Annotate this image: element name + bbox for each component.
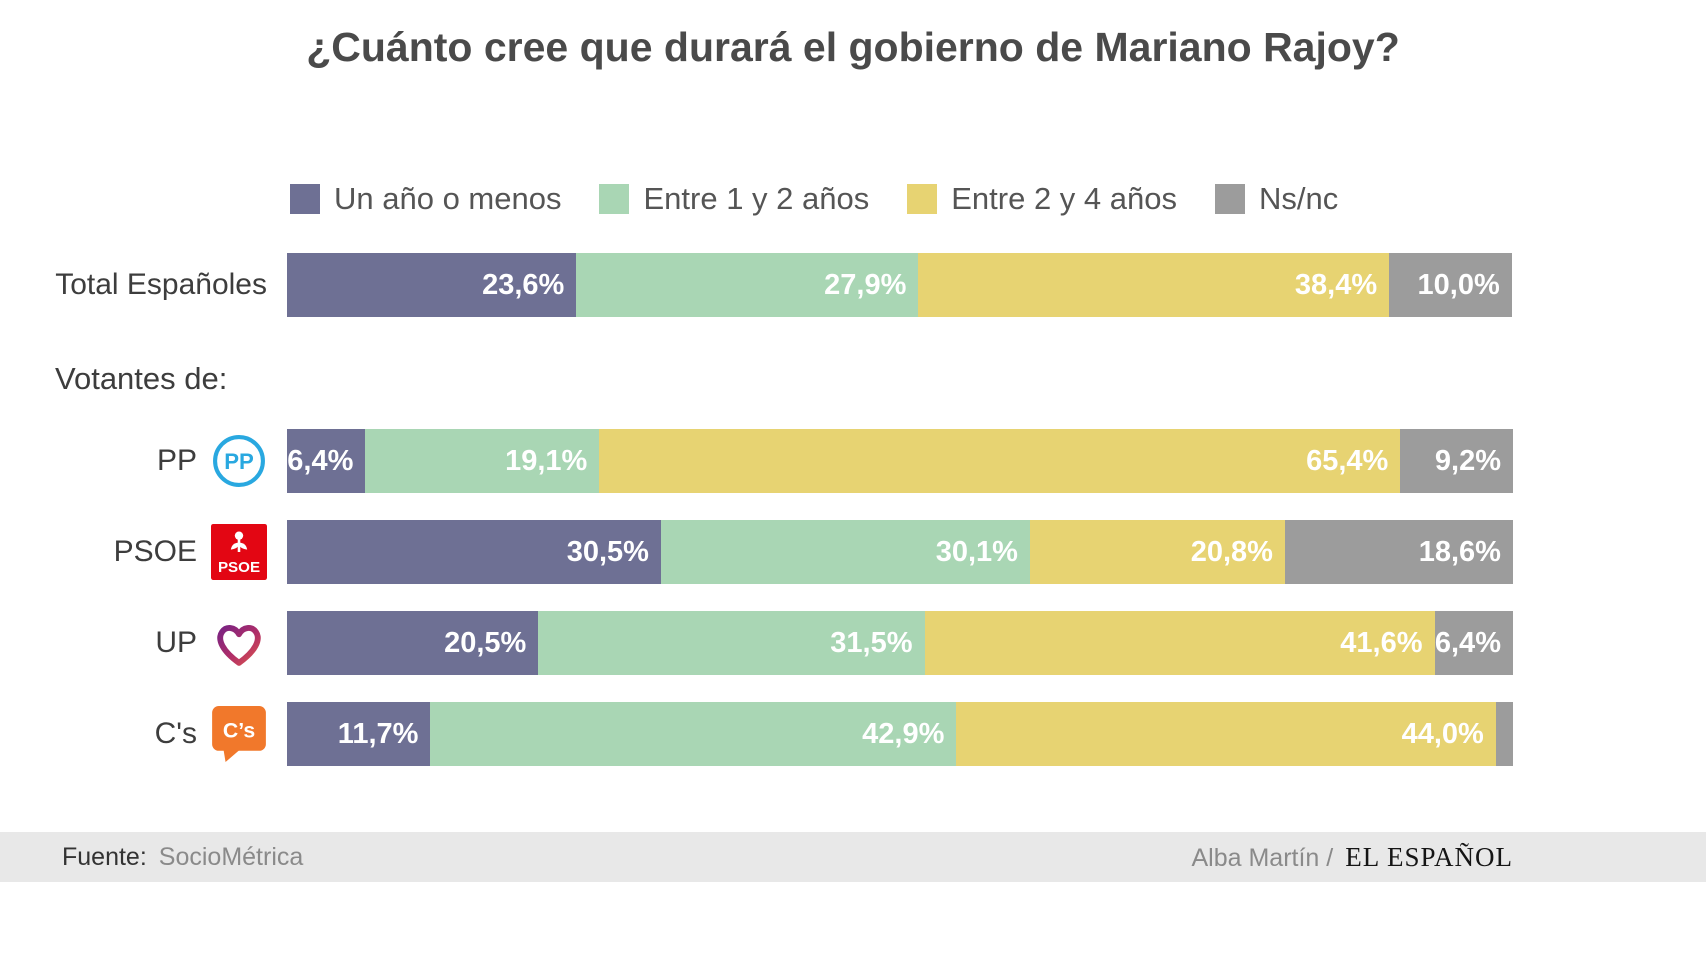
stacked-bar: 11,7% 42,9% 44,0% — [287, 702, 1513, 766]
bar-segment: 18,6% — [1284, 520, 1513, 584]
footer-credit: Alba Martín / EL ESPAÑOL — [1191, 842, 1513, 873]
value-label: 10,0% — [1417, 268, 1500, 301]
legend-swatch — [1214, 184, 1245, 214]
value-label: 44,0% — [1401, 717, 1484, 750]
legend-item: Un año o menos — [290, 181, 561, 217]
cs-logo-icon: C’s — [211, 706, 267, 762]
legend-item: Entre 1 y 2 años — [599, 181, 869, 217]
value-label: 30,1% — [935, 535, 1018, 568]
legend-item: Entre 2 y 4 años — [907, 181, 1177, 217]
value-label: 41,6% — [1340, 626, 1423, 659]
bar-segment: 42,9% — [430, 702, 957, 766]
legend: Un año o menos Entre 1 y 2 años Entre 2 y … — [290, 181, 1706, 217]
section-label: Votantes de: — [55, 361, 228, 396]
chart-row: PSOE PSOE 30,5% 30,1% 20,8% 18,6% — [0, 520, 1513, 584]
value-label: 6,4% — [1434, 626, 1501, 659]
legend-swatch — [907, 184, 938, 214]
bar-segment: 20,5% — [287, 611, 539, 675]
party-rows-container: PP PP 6,4% 19,1% 65,4% 9,2% PSOE PSOE 30,5% 30,1%… — [0, 429, 1706, 766]
bar-segment: 10,0% — [1389, 253, 1512, 317]
row-label: C's C’s — [0, 706, 287, 762]
legend-label: Entre 2 y 4 años — [951, 181, 1177, 216]
chart-row: PP PP 6,4% 19,1% 65,4% 9,2% — [0, 429, 1514, 493]
stacked-bar: 30,5% 30,1% 20,8% 18,6% — [287, 520, 1513, 584]
bar-segment: 41,6% — [924, 611, 1435, 675]
value-label: 38,4% — [1294, 268, 1378, 301]
psoe-logo-icon: PSOE — [211, 524, 267, 580]
value-label: 23,6% — [482, 268, 565, 301]
stacked-bar: 23,6% 27,9% 38,4% 10,0% — [287, 253, 1513, 317]
chart-row: Total Españoles 23,6% 27,9% 38,4% 10,0% — [0, 253, 1513, 317]
category-label: PSOE — [113, 535, 197, 568]
author-credit: Alba Martín / — [1191, 843, 1334, 872]
bar-segment: 27,9% — [576, 253, 919, 317]
value-label: 9,2% — [1434, 444, 1502, 477]
footer-source: Fuente: SocioMétrica — [62, 843, 303, 872]
chart-row: C's C’s 11,7% 42,9% 44,0% — [0, 702, 1513, 766]
bar-segment: 9,2% — [1400, 429, 1514, 493]
bar-segment: 6,4% — [287, 429, 366, 493]
bar-segment: 6,4% — [1434, 611, 1513, 675]
el-espanol-logo: EL ESPAÑOL — [1345, 841, 1513, 872]
value-label: 20,8% — [1190, 535, 1273, 568]
bar-segment: 65,4% — [599, 429, 1401, 493]
bar-segment: 30,1% — [660, 520, 1030, 584]
category-label: PP — [156, 444, 197, 477]
category-label: UP — [155, 626, 197, 659]
svg-text:PP: PP — [224, 449, 254, 474]
category-label: Total Españoles — [55, 268, 267, 301]
legend-label: Ns/nc — [1258, 181, 1339, 216]
bar-segment: 23,6% — [287, 253, 577, 317]
row-label: Total Españoles — [0, 268, 287, 302]
source-value: SocioMétrica — [158, 842, 304, 871]
bar-segment: 11,7% — [287, 702, 431, 766]
value-label: 20,5% — [444, 626, 527, 659]
legend-swatch — [290, 184, 320, 214]
legend-label: Un año o menos — [334, 181, 562, 216]
value-label: 18,6% — [1418, 535, 1501, 568]
legend-label: Entre 1 y 2 años — [643, 181, 870, 216]
value-label: 27,9% — [824, 268, 907, 301]
stacked-bar-chart: Total Españoles 23,6% 27,9% 38,4% 10,0% Vota… — [0, 253, 1706, 766]
bar-segment: 44,0% — [956, 702, 1496, 766]
bar-segment — [1495, 702, 1513, 766]
bar-segment: 30,5% — [287, 520, 661, 584]
svg-text:PSOE: PSOE — [218, 559, 260, 576]
stacked-bar: 20,5% 31,5% 41,6% 6,4% — [287, 611, 1513, 675]
value-label: 6,4% — [287, 444, 354, 477]
stacked-bar: 6,4% 19,1% 65,4% 9,2% — [287, 429, 1514, 493]
value-label: 11,7% — [337, 717, 419, 750]
page-title: ¿Cuánto cree que durará el gobierno de M… — [306, 24, 1400, 70]
total-row-container: Total Españoles 23,6% 27,9% 38,4% 10,0% — [0, 253, 1706, 317]
up-logo-icon — [211, 615, 267, 671]
value-label: 65,4% — [1306, 444, 1389, 477]
chart-row: UP 20,5% 31,5% 41,6% 6,4% — [0, 611, 1513, 675]
value-label: 31,5% — [830, 626, 913, 659]
row-label: PSOE PSOE — [0, 524, 287, 580]
svg-text:C’s: C’s — [223, 718, 255, 742]
legend-swatch — [599, 184, 630, 214]
footer: Fuente: SocioMétrica Alba Martín / EL ES… — [0, 832, 1706, 882]
value-label: 30,5% — [566, 535, 649, 568]
bar-segment: 19,1% — [365, 429, 600, 493]
row-label: UP — [0, 615, 287, 671]
row-label: PP PP — [0, 433, 287, 489]
bar-segment: 20,8% — [1029, 520, 1285, 584]
pp-logo-icon: PP — [211, 433, 267, 489]
bar-segment: 31,5% — [538, 611, 925, 675]
legend-item: Ns/nc — [1214, 181, 1339, 217]
value-label: 42,9% — [862, 717, 945, 750]
category-label: C's — [154, 717, 197, 750]
source-label: Fuente: — [62, 842, 147, 871]
value-label: 19,1% — [505, 444, 588, 477]
bar-segment: 38,4% — [918, 253, 1390, 317]
